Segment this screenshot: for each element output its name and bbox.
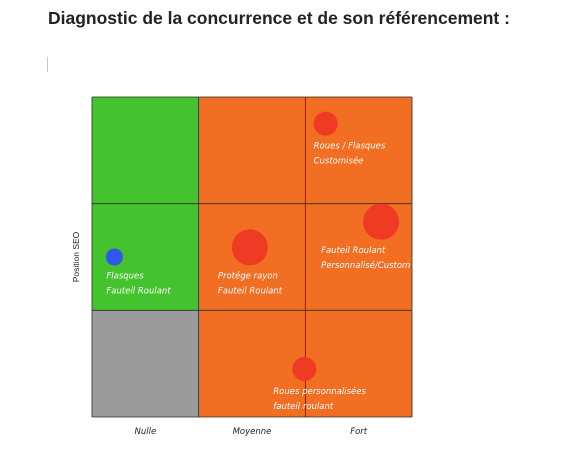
matrix-cell-2-0 xyxy=(305,310,412,417)
x-tick-label-1: Nulle xyxy=(134,427,156,437)
point-fauteil-roulant-personnalise xyxy=(363,203,400,240)
matrix-cells xyxy=(92,97,412,417)
point-label-flasques-fauteil-roulant-2: Fauteil Roulant xyxy=(106,287,171,297)
point-roues-personnalisees xyxy=(292,357,317,381)
data-points: Roues / Flasques Customisée Fauteil Roulan… xyxy=(105,111,410,412)
matrix-cell-1-2 xyxy=(198,97,306,204)
y-axis-label: Position SEO xyxy=(71,231,81,283)
page-title: Diagnostic de la concurrence et de son r… xyxy=(48,8,510,28)
point-protege-rayon xyxy=(231,229,268,266)
point-label-flasques-fauteil-roulant-1: Flasques xyxy=(106,272,144,282)
matrix-cell-0-0 xyxy=(92,310,199,417)
point-label-protege-rayon-2: Fauteil Roulant xyxy=(218,286,283,296)
x-tick-label-3: Fort xyxy=(350,427,368,437)
point-label-fauteil-roulant-personnalise-1: Fauteil Roulant xyxy=(321,246,386,256)
point-label-roues-flasques-customisee-1: Roues / Flasques xyxy=(314,142,386,152)
point-label-roues-flasques-customisee-2: Customisée xyxy=(314,156,364,167)
matrix-cell-1-0 xyxy=(198,310,306,417)
point-label-fauteil-roulant-personnalise-2: Personnalisé/Custom xyxy=(321,260,410,271)
point-roues-flasques-customisee xyxy=(313,111,338,136)
point-label-roues-personnalisees-2: fauteil roulant xyxy=(273,402,334,412)
text-cursor xyxy=(47,57,48,72)
x-tick-labels: Nulle Moyenne Fort xyxy=(134,427,367,437)
point-flasques-fauteil-roulant xyxy=(105,248,123,266)
x-tick-label-2: Moyenne xyxy=(233,427,272,437)
point-label-protege-rayon-1: Protége rayon xyxy=(218,270,278,281)
matrix-cell-0-2 xyxy=(92,97,199,204)
matrix-gridlines xyxy=(91,96,413,418)
point-label-roues-personnalisees-1: Roues personnalisées xyxy=(273,386,366,397)
